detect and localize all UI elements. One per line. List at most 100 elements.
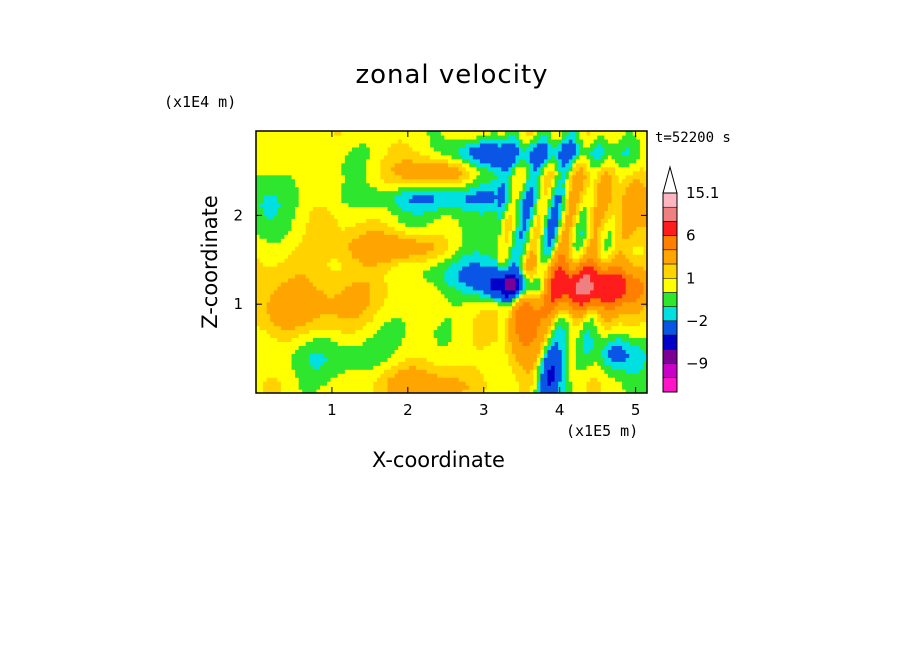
field-cell [551, 381, 556, 386]
field-cell [483, 265, 488, 271]
field-cell [529, 373, 534, 378]
field-cell [586, 242, 591, 247]
field-cell [295, 254, 300, 259]
field-cell [440, 250, 445, 255]
field-cell [494, 246, 499, 251]
field-cell [295, 341, 300, 346]
field-cell [632, 258, 637, 263]
field-cell [426, 222, 431, 227]
field-cell [405, 305, 410, 311]
field-cell [287, 246, 293, 251]
field-cell [391, 369, 396, 374]
field-cell [334, 234, 339, 239]
field-cell [316, 214, 321, 219]
field-cell [305, 365, 310, 370]
field-cell [437, 325, 442, 331]
field-cell [579, 377, 584, 382]
field-cell [465, 285, 470, 291]
field-cell [369, 222, 374, 227]
field-cell [611, 341, 616, 346]
field-cell [302, 369, 307, 374]
field-cell [287, 349, 293, 354]
field-cell [607, 297, 613, 303]
field-cell [604, 345, 609, 350]
field-cell [622, 218, 627, 223]
field-cell [607, 313, 613, 319]
field-cell [419, 353, 424, 358]
field-cell [319, 258, 325, 263]
field-cell [401, 365, 406, 370]
field-cell [387, 214, 392, 219]
field-cell [565, 265, 570, 271]
field-cell [483, 365, 488, 370]
field-cell [312, 381, 318, 386]
field-cell [426, 373, 431, 378]
field-cell [334, 377, 339, 382]
field-cell [479, 381, 485, 386]
field-cell [529, 214, 534, 219]
field-cell [344, 222, 350, 227]
field-cell [622, 321, 627, 327]
field-cell [615, 250, 620, 255]
field-cell [263, 210, 268, 215]
field-cell [319, 250, 325, 255]
field-cell [391, 218, 396, 223]
field-cell [433, 285, 438, 291]
field-cell [401, 309, 406, 315]
field-cell [597, 341, 602, 346]
field-cell [639, 305, 645, 311]
field-cell [412, 313, 417, 319]
field-cell [348, 361, 353, 366]
field-cell [369, 325, 374, 331]
field-cell [266, 269, 271, 275]
field-cell [462, 389, 467, 393]
field-cell [625, 242, 630, 247]
field-cell [565, 305, 570, 311]
field-cell [287, 262, 293, 267]
field-cell [639, 246, 645, 251]
field-cell [554, 222, 559, 227]
field-cell [465, 361, 470, 366]
field-cell [298, 385, 303, 390]
field-cell [636, 230, 641, 235]
time-label: t=52200 s [655, 130, 731, 146]
field-cell [312, 373, 318, 378]
field-cell [323, 317, 328, 323]
field-cell [298, 277, 303, 283]
field-cell [284, 250, 289, 255]
field-cell [405, 357, 410, 362]
field-cell [284, 273, 289, 279]
field-cell [291, 230, 296, 235]
field-cell [479, 365, 485, 370]
field-cell [415, 254, 421, 259]
field-cell [494, 353, 499, 358]
field-cell [323, 305, 328, 311]
field-cell [287, 313, 293, 319]
field-cell [291, 254, 296, 259]
field-cell [636, 341, 641, 346]
field-cell [551, 254, 556, 259]
field-cell [469, 325, 474, 331]
field-cell [607, 353, 613, 358]
field-cell [625, 381, 630, 386]
field-cell [476, 293, 481, 299]
field-cell [540, 254, 545, 259]
field-cell [615, 361, 620, 366]
field-cell [369, 349, 374, 354]
field-cell [362, 285, 367, 291]
field-cell [490, 246, 495, 251]
field-cell [487, 285, 492, 291]
field-cell [561, 309, 566, 315]
field-cell [295, 337, 300, 342]
field-cell [287, 210, 293, 215]
field-cell [287, 309, 293, 315]
field-cell [270, 361, 275, 366]
field-cell [508, 238, 513, 243]
field-cell [572, 369, 577, 374]
field-cell [526, 222, 531, 227]
field-cell [256, 305, 261, 311]
field-cell [597, 317, 602, 323]
field-cell [497, 218, 502, 223]
field-cell [547, 341, 552, 346]
field-cell [391, 214, 396, 219]
